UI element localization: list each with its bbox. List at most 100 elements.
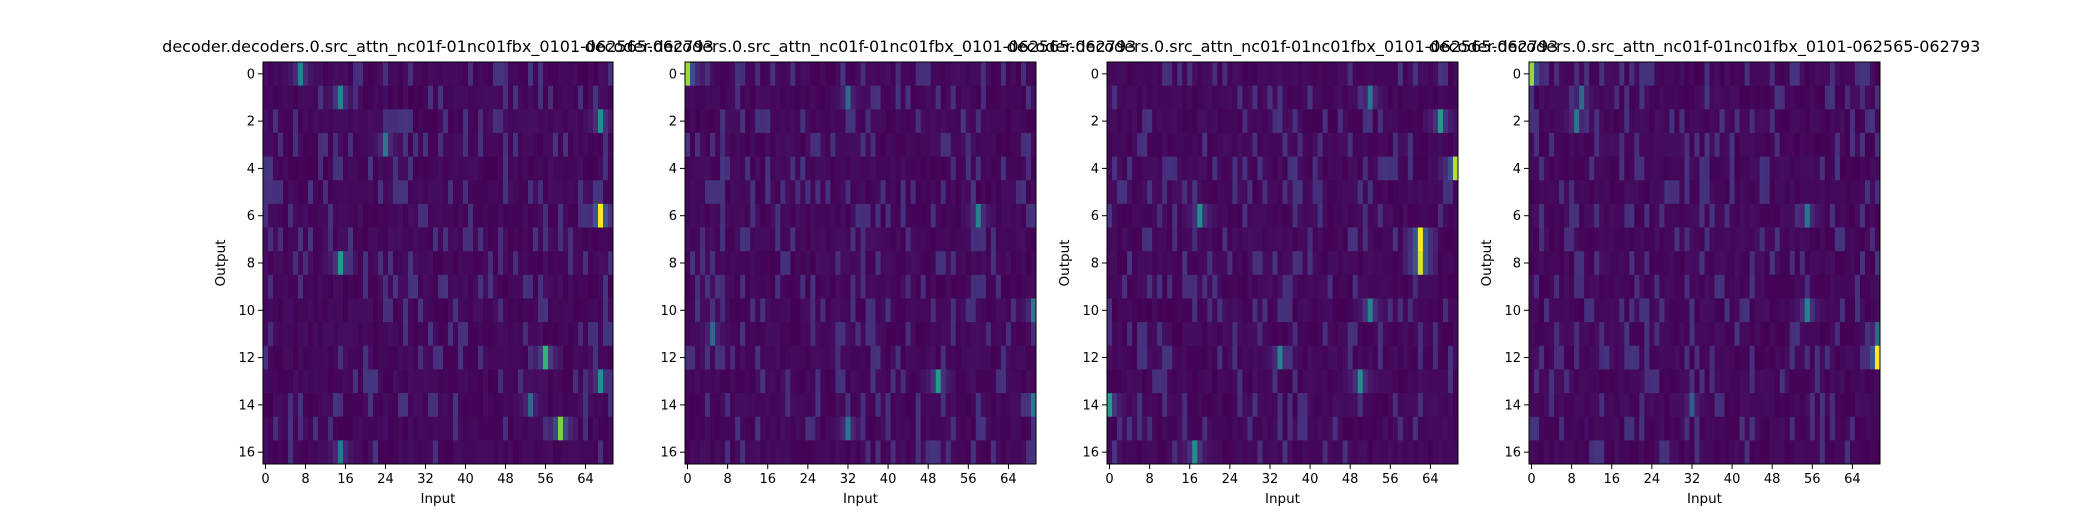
heatmap-cell: [533, 132, 539, 157]
heatmap-cell: [1132, 345, 1138, 370]
heatmap-cell: [1152, 440, 1158, 465]
heatmap-cell: [503, 251, 509, 276]
heatmap-cell: [1554, 345, 1560, 370]
heatmap-cell: [1624, 298, 1630, 323]
heatmap-cell: [855, 85, 861, 110]
heatmap-cell: [1262, 298, 1268, 323]
heatmap-cell: [1362, 440, 1369, 465]
heatmap-cell: [840, 180, 846, 205]
heatmap-cell: [875, 62, 881, 87]
heatmap-cell: [593, 440, 599, 465]
heatmap-cell: [1749, 322, 1756, 347]
heatmap-cell: [558, 369, 564, 394]
heatmap-cell: [940, 132, 947, 157]
heatmap-cell: [835, 85, 841, 110]
heatmap-cell: [1669, 203, 1675, 228]
heatmap-cell: [820, 132, 826, 157]
heatmap-cell: [1709, 393, 1715, 418]
heatmap-cell: [760, 416, 766, 441]
heatmap-cell: [1317, 109, 1324, 134]
heatmap-cell: [1569, 369, 1575, 394]
heatmap-cell: [930, 132, 937, 157]
heatmap-cell: [553, 227, 559, 252]
heatmap-cell: [1157, 132, 1163, 157]
heatmap-cell: [1452, 109, 1459, 134]
heatmap-cell: [323, 322, 329, 347]
heatmap-cell: [820, 393, 826, 418]
y-tick-label: 10: [1504, 304, 1521, 319]
heatmap-cell: [1564, 274, 1570, 299]
heatmap-cell: [1619, 274, 1625, 299]
heatmap-cell: [920, 298, 927, 323]
heatmap-cell: [830, 132, 836, 157]
heatmap-cell: [1162, 156, 1168, 181]
heatmap-cell: [1292, 203, 1298, 228]
heatmap-cell: [528, 416, 534, 441]
heatmap-cell: [1417, 180, 1424, 205]
heatmap-cell: [1282, 440, 1288, 465]
y-tick-label: 0: [247, 67, 255, 82]
heatmap-cell: [1402, 298, 1409, 323]
heatmap-cell: [1015, 156, 1022, 181]
heatmap-cell: [1302, 156, 1308, 181]
heatmap-cell: [1739, 203, 1746, 228]
heatmap-cell: [705, 345, 711, 370]
y-tick-label: 6: [1513, 209, 1521, 224]
heatmap-cell: [1834, 322, 1841, 347]
heatmap-cell: [358, 227, 364, 252]
heatmap-cell: [1010, 251, 1017, 276]
heatmap-cell: [1584, 85, 1590, 110]
heatmap-cell: [463, 85, 469, 110]
heatmap-cell: [1447, 416, 1454, 441]
heatmap-cell: [383, 203, 389, 228]
heatmap-cell: [1644, 440, 1650, 465]
heatmap-cell: [700, 345, 706, 370]
heatmap-cell: [910, 62, 917, 87]
heatmap-cell: [810, 85, 816, 110]
heatmap-cell: [1222, 393, 1228, 418]
heatmap-cell: [573, 227, 579, 252]
heatmap-cell: [1362, 109, 1369, 134]
heatmap-cell: [1327, 203, 1334, 228]
heatmap-cell: [745, 416, 751, 441]
heatmap-cell: [1574, 109, 1580, 134]
heatmap-cell: [850, 345, 856, 370]
heatmap-cell: [1759, 132, 1766, 157]
heatmap-cell: [1197, 298, 1203, 323]
heatmap-cell: [1337, 203, 1344, 228]
heatmap-cell: [1854, 203, 1861, 228]
heatmap-cell: [1422, 298, 1429, 323]
heatmap-cell: [920, 251, 927, 276]
heatmap-cell: [353, 85, 359, 110]
heatmap-cell: [1207, 369, 1213, 394]
heatmap-cell: [1859, 132, 1866, 157]
heatmap-cell: [720, 393, 726, 418]
heatmap-cell: [1749, 156, 1756, 181]
heatmap-cell: [273, 109, 279, 134]
heatmap-cell: [1744, 322, 1751, 347]
heatmap-cell: [418, 298, 424, 323]
heatmap-cell: [1437, 109, 1444, 134]
heatmap-cell: [880, 416, 886, 441]
heatmap-cell: [1020, 298, 1027, 323]
heatmap-cell: [965, 345, 972, 370]
heatmap-cell: [473, 203, 479, 228]
heatmap-cell: [1242, 109, 1248, 134]
heatmap-cell: [313, 322, 319, 347]
heatmap-cell: [1704, 322, 1710, 347]
heatmap-cell: [1634, 274, 1640, 299]
heatmap-cell: [1452, 345, 1459, 370]
heatmap-cell: [1407, 345, 1414, 370]
heatmap-cell: [1132, 203, 1138, 228]
heatmap-cell: [760, 369, 766, 394]
heatmap-cell: [1257, 440, 1263, 465]
heatmap-cell: [568, 156, 574, 181]
heatmap-cell: [1152, 180, 1158, 205]
heatmap-cell: [488, 298, 494, 323]
heatmap-cell: [830, 322, 836, 347]
heatmap-cell: [1779, 180, 1786, 205]
heatmap-cell: [1187, 109, 1193, 134]
heatmap-cell: [1584, 322, 1590, 347]
heatmap-cell: [518, 156, 524, 181]
heatmap-cell: [263, 393, 269, 418]
